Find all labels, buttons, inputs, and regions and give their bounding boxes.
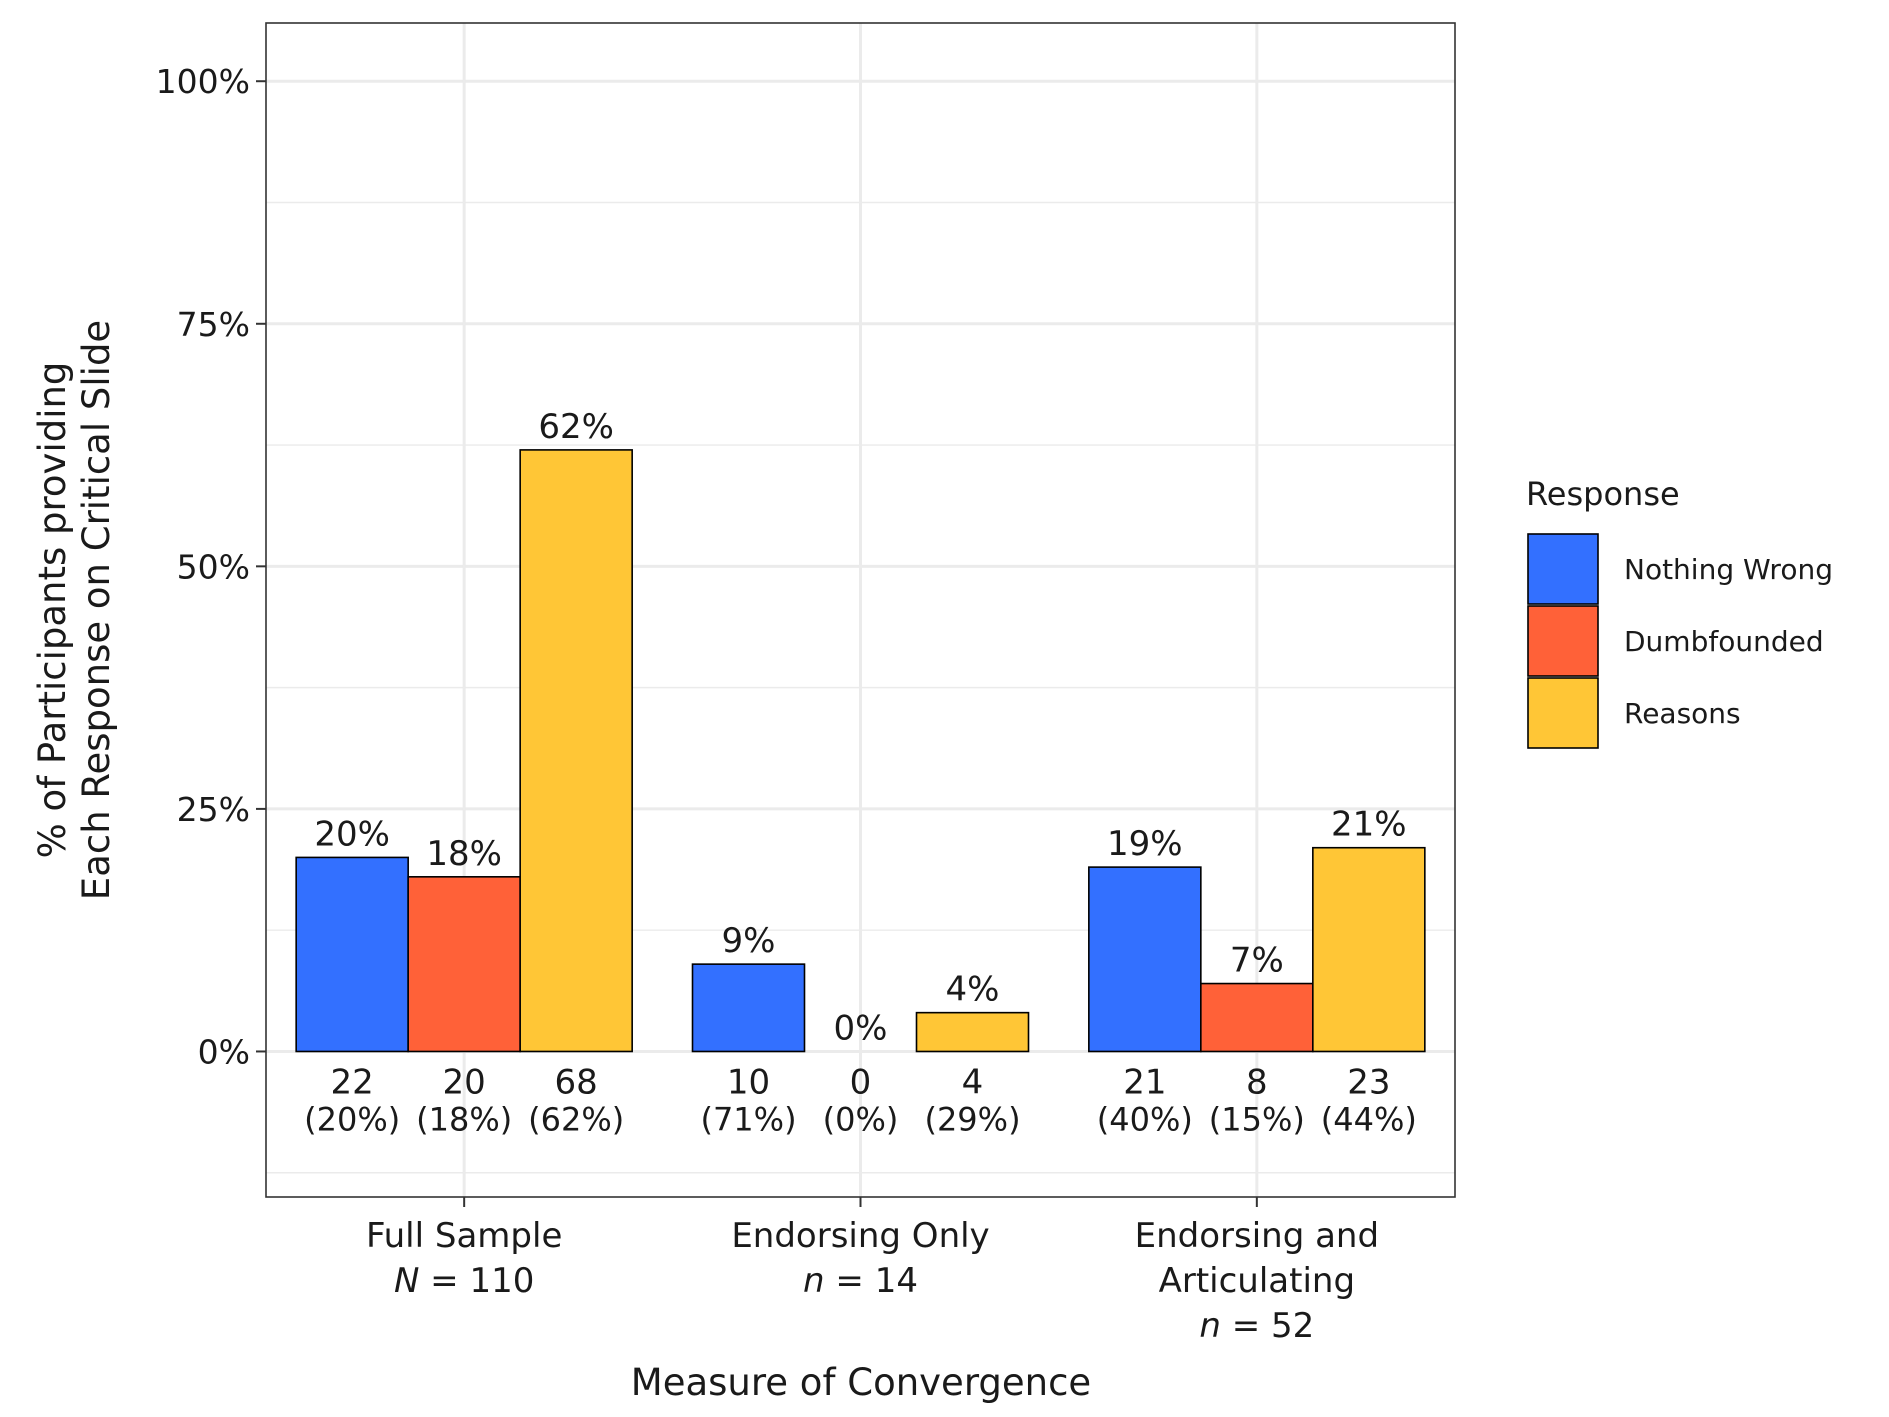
legend-label: Reasons [1624, 697, 1741, 730]
legend: Response Nothing Wrong Dumbfounded Reasons [1526, 475, 1833, 749]
bar-count-label: 21 [1123, 1062, 1166, 1102]
x-axis-title: Measure of Convergence [631, 1361, 1091, 1404]
bar-percent-label: (29%) [924, 1100, 1020, 1138]
x-tick-label-line2: Articulating [1159, 1261, 1355, 1301]
bar-value-label: 4% [946, 970, 1000, 1010]
bar [295, 856, 409, 1053]
legend-swatch [1527, 677, 1599, 749]
legend-title: Response [1526, 475, 1680, 513]
sample-size-symbol: n [803, 1261, 825, 1301]
bar-percent-label: (62%) [528, 1100, 624, 1138]
y-tick-label: 100% [156, 62, 250, 101]
bar-percent-label: (40%) [1097, 1100, 1193, 1138]
bar-count-label: 68 [555, 1062, 598, 1102]
y-tick-label: 50% [177, 547, 250, 586]
legend-swatch [1527, 605, 1599, 677]
bar-value-label: 62% [538, 407, 614, 447]
sample-size-value: = 52 [1221, 1306, 1314, 1346]
bar-value-label: 18% [426, 834, 502, 874]
bar-count-label: 10 [727, 1062, 770, 1102]
bar [1200, 982, 1314, 1053]
legend-swatch [1527, 533, 1599, 605]
sample-size-symbol: n [1199, 1306, 1221, 1346]
y-axis-title-line1: % of Participants providing [31, 362, 74, 859]
sample-size-value: = 110 [419, 1261, 534, 1301]
bar-percent-label: (71%) [700, 1100, 796, 1138]
sample-size-symbol: N [394, 1261, 419, 1301]
bar [691, 963, 806, 1053]
bar [1088, 866, 1202, 1053]
bar [1312, 846, 1426, 1053]
bar-value-label: 9% [722, 921, 776, 961]
bar-value-label: 20% [314, 814, 390, 854]
bar-count-label: 20 [443, 1062, 486, 1102]
bar-percent-label: (15%) [1209, 1100, 1305, 1138]
legend-label: Nothing Wrong [1624, 553, 1833, 586]
bar-count-label: 4 [962, 1062, 984, 1102]
bar [519, 449, 633, 1053]
bar-labels: 20% 22(20%) 18% 20(18%) 62% 68(62%) 9% 10(71%) 0… [304, 407, 1417, 1139]
bar-percent-label: (18%) [416, 1100, 512, 1138]
y-tick-label: 0% [198, 1032, 250, 1071]
bar-count-label: 22 [331, 1062, 374, 1102]
bar-percent-label: (20%) [304, 1100, 400, 1138]
bar-percent-label: (0%) [823, 1100, 899, 1138]
y-tick-label: 75% [177, 305, 250, 344]
y-axis-title-line2: Each Response on Critical Slide [75, 320, 118, 900]
bar-value-label: 21% [1331, 805, 1407, 845]
sample-size-value: = 14 [825, 1261, 918, 1301]
x-tick-sample-size: n = 52 [1199, 1306, 1314, 1346]
x-tick-label: Endorsing and [1135, 1216, 1379, 1256]
bars [295, 449, 1426, 1053]
bar [915, 1011, 1030, 1053]
legend-label: Dumbfounded [1624, 625, 1824, 658]
x-tick-sample-size: N = 110 [394, 1261, 534, 1301]
bar [407, 876, 521, 1053]
y-tick-label: 25% [177, 790, 250, 829]
x-tick-sample-size: n = 14 [803, 1261, 918, 1301]
bar-value-label: 19% [1107, 824, 1183, 864]
bar-value-label: 0% [834, 1008, 888, 1048]
bar-value-label: 7% [1230, 941, 1284, 981]
bar-percent-label: (44%) [1321, 1100, 1417, 1138]
bar-count-label: 8 [1246, 1062, 1268, 1102]
bar-count-label: 23 [1347, 1062, 1390, 1102]
x-tick-label: Endorsing Only [731, 1216, 989, 1256]
x-tick-label: Full Sample [366, 1216, 562, 1256]
bar-count-label: 0 [850, 1062, 872, 1102]
